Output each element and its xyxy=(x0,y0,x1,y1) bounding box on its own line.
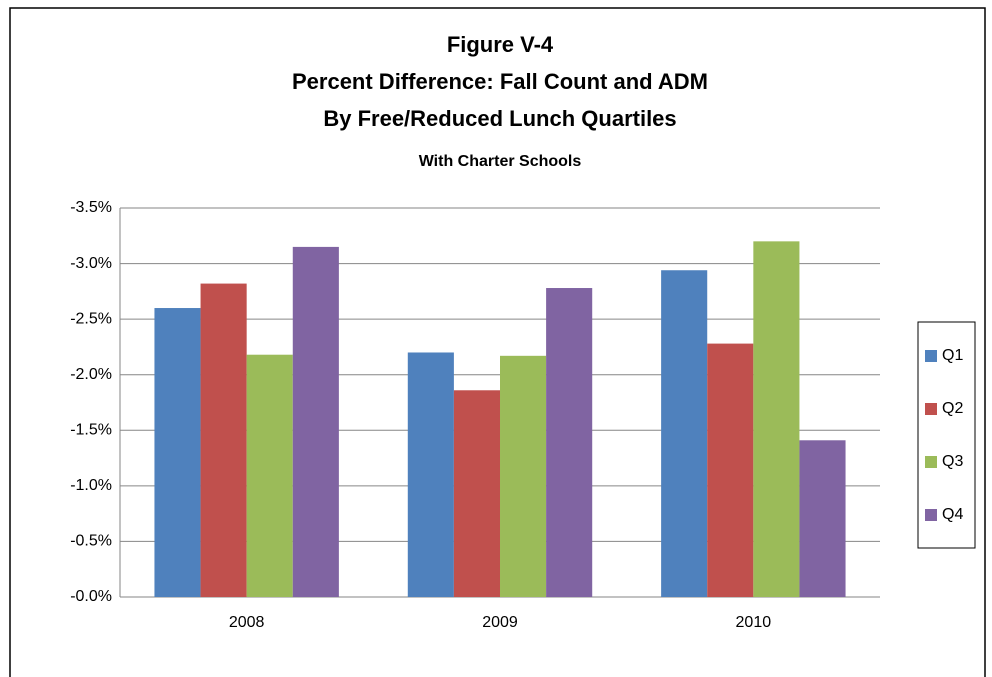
legend-swatch xyxy=(925,509,937,521)
x-tick-label: 2008 xyxy=(229,614,265,631)
y-tick-label: -1.0% xyxy=(70,477,112,494)
y-tick-label: -2.5% xyxy=(70,310,112,327)
legend-label: Q1 xyxy=(942,347,963,364)
chart-subtitle: With Charter Schools xyxy=(419,153,582,170)
bar xyxy=(246,354,293,597)
bar xyxy=(453,390,500,597)
y-tick-label: -3.5% xyxy=(70,199,112,216)
bar xyxy=(500,355,547,597)
bar xyxy=(546,288,593,597)
bar xyxy=(753,241,800,598)
y-tick-label: -3.0% xyxy=(70,255,112,272)
bar xyxy=(407,352,454,597)
x-tick-label: 2009 xyxy=(482,614,518,631)
legend-swatch xyxy=(925,456,937,468)
chart-border xyxy=(9,7,986,677)
legend-label: Q3 xyxy=(942,453,963,470)
bar xyxy=(707,343,754,597)
legend-label: Q2 xyxy=(942,400,963,417)
bar xyxy=(154,308,201,597)
bar xyxy=(200,283,247,597)
chart-title: By Free/Reduced Lunch Quartiles xyxy=(323,106,676,131)
legend-label: Q4 xyxy=(942,506,963,523)
y-tick-label: -0.5% xyxy=(70,533,112,550)
bar xyxy=(661,270,708,597)
y-tick-label: -1.5% xyxy=(70,422,112,439)
legend-swatch xyxy=(925,403,937,415)
chart-title: Percent Difference: Fall Count and ADM xyxy=(292,69,708,94)
legend-swatch xyxy=(925,350,937,362)
bar xyxy=(799,440,846,597)
y-tick-label: -2.0% xyxy=(70,366,112,383)
x-tick-label: 2010 xyxy=(736,614,772,631)
y-tick-label: -0.0% xyxy=(70,588,112,605)
chart-title: Figure V-4 xyxy=(447,32,554,57)
bar xyxy=(292,246,339,597)
